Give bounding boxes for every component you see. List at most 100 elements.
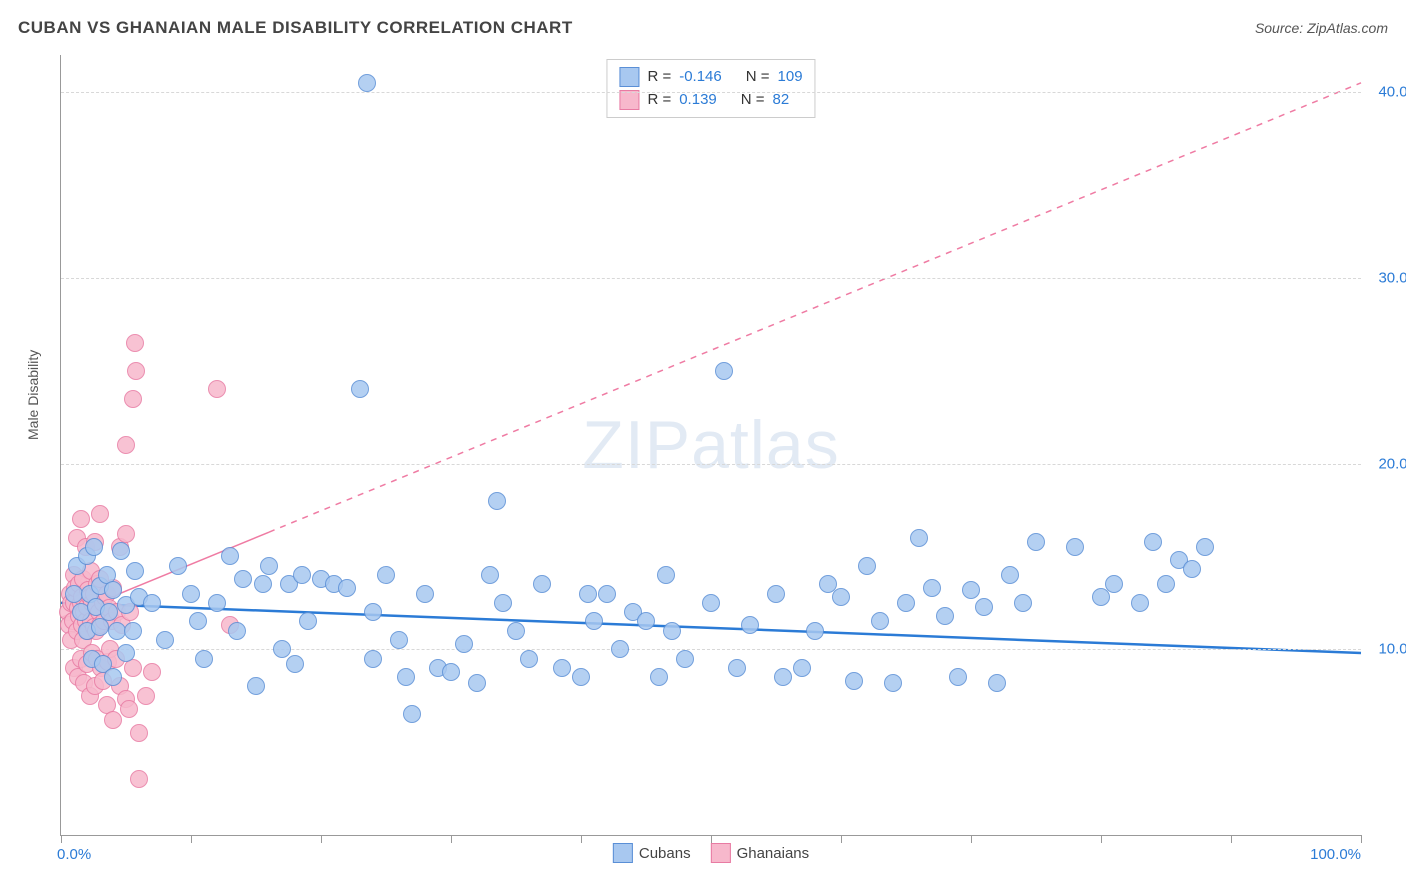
gridline bbox=[61, 92, 1361, 93]
gridline bbox=[61, 278, 1361, 279]
scatter-point-cubans bbox=[390, 631, 408, 649]
ytick-label: 30.0% bbox=[1366, 269, 1406, 286]
gridline bbox=[61, 649, 1361, 650]
scatter-point-cubans bbox=[1105, 575, 1123, 593]
scatter-point-cubans bbox=[234, 570, 252, 588]
scatter-point-cubans bbox=[598, 585, 616, 603]
scatter-point-cubans bbox=[910, 529, 928, 547]
chart-title: CUBAN VS GHANAIAN MALE DISABILITY CORREL… bbox=[18, 18, 573, 38]
scatter-point-cubans bbox=[767, 585, 785, 603]
legend-row-cubans: R = -0.146 N = 109 bbox=[619, 66, 802, 89]
scatter-point-cubans bbox=[100, 603, 118, 621]
scatter-point-cubans bbox=[195, 650, 213, 668]
scatter-point-cubans bbox=[1001, 566, 1019, 584]
swatch-ghanaians-bottom bbox=[711, 843, 731, 863]
scatter-point-cubans bbox=[702, 594, 720, 612]
scatter-point-cubans bbox=[364, 603, 382, 621]
chart-header: CUBAN VS GHANAIAN MALE DISABILITY CORREL… bbox=[18, 18, 1388, 38]
scatter-point-cubans bbox=[455, 635, 473, 653]
scatter-point-cubans bbox=[494, 594, 512, 612]
swatch-cubans-bottom bbox=[613, 843, 633, 863]
scatter-point-ghanaians bbox=[124, 390, 142, 408]
scatter-point-cubans bbox=[676, 650, 694, 668]
scatter-point-cubans bbox=[936, 607, 954, 625]
scatter-point-cubans bbox=[364, 650, 382, 668]
xtick bbox=[321, 835, 322, 843]
xtick bbox=[1361, 835, 1362, 843]
trend-line bbox=[269, 83, 1361, 532]
scatter-point-cubans bbox=[806, 622, 824, 640]
xtick-label: 100.0% bbox=[1310, 846, 1361, 863]
scatter-point-cubans bbox=[293, 566, 311, 584]
scatter-point-cubans bbox=[299, 612, 317, 630]
scatter-point-cubans bbox=[657, 566, 675, 584]
legend-item-cubans: Cubans bbox=[613, 843, 691, 863]
scatter-point-cubans bbox=[728, 659, 746, 677]
scatter-point-ghanaians bbox=[91, 505, 109, 523]
scatter-point-cubans bbox=[442, 663, 460, 681]
gridline bbox=[61, 464, 1361, 465]
correlation-legend: R = -0.146 N = 109 R = 0.139 N = 82 bbox=[606, 59, 815, 118]
xtick bbox=[581, 835, 582, 843]
scatter-point-ghanaians bbox=[127, 362, 145, 380]
legend-item-ghanaians: Ghanaians bbox=[711, 843, 810, 863]
scatter-point-cubans bbox=[579, 585, 597, 603]
scatter-point-ghanaians bbox=[143, 663, 161, 681]
scatter-point-cubans bbox=[112, 542, 130, 560]
scatter-point-cubans bbox=[897, 594, 915, 612]
scatter-point-cubans bbox=[358, 74, 376, 92]
scatter-point-ghanaians bbox=[126, 334, 144, 352]
scatter-point-cubans bbox=[1157, 575, 1175, 593]
scatter-point-cubans bbox=[254, 575, 272, 593]
scatter-point-ghanaians bbox=[208, 380, 226, 398]
scatter-point-cubans bbox=[884, 674, 902, 692]
trend-lines-layer bbox=[61, 55, 1361, 835]
scatter-point-cubans bbox=[962, 581, 980, 599]
scatter-point-cubans bbox=[1144, 533, 1162, 551]
scatter-point-cubans bbox=[416, 585, 434, 603]
xtick bbox=[451, 835, 452, 843]
series-legend: Cubans Ghanaians bbox=[613, 843, 809, 863]
scatter-point-cubans bbox=[397, 668, 415, 686]
scatter-point-cubans bbox=[949, 668, 967, 686]
scatter-point-cubans bbox=[169, 557, 187, 575]
scatter-point-cubans bbox=[1014, 594, 1032, 612]
scatter-point-ghanaians bbox=[104, 711, 122, 729]
scatter-point-ghanaians bbox=[72, 510, 90, 528]
xtick bbox=[61, 835, 62, 843]
scatter-point-cubans bbox=[481, 566, 499, 584]
scatter-point-cubans bbox=[403, 705, 421, 723]
scatter-point-cubans bbox=[273, 640, 291, 658]
xtick bbox=[711, 835, 712, 843]
scatter-point-ghanaians bbox=[117, 525, 135, 543]
plot-area: ZIPatlas R = -0.146 N = 109 R = 0.139 N … bbox=[60, 55, 1361, 836]
scatter-point-cubans bbox=[182, 585, 200, 603]
n-label-cubans: N = bbox=[746, 66, 770, 89]
scatter-point-cubans bbox=[468, 674, 486, 692]
ytick-label: 40.0% bbox=[1366, 84, 1406, 101]
legend-label-ghanaians: Ghanaians bbox=[737, 845, 810, 862]
scatter-point-ghanaians bbox=[117, 436, 135, 454]
xtick bbox=[971, 835, 972, 843]
scatter-point-cubans bbox=[637, 612, 655, 630]
source-prefix: Source: bbox=[1255, 20, 1307, 36]
scatter-point-cubans bbox=[124, 622, 142, 640]
scatter-point-cubans bbox=[260, 557, 278, 575]
scatter-point-cubans bbox=[488, 492, 506, 510]
scatter-point-cubans bbox=[988, 674, 1006, 692]
scatter-point-cubans bbox=[793, 659, 811, 677]
scatter-point-cubans bbox=[611, 640, 629, 658]
scatter-point-cubans bbox=[189, 612, 207, 630]
scatter-point-cubans bbox=[715, 362, 733, 380]
scatter-point-ghanaians bbox=[137, 687, 155, 705]
scatter-point-cubans bbox=[104, 668, 122, 686]
scatter-point-cubans bbox=[338, 579, 356, 597]
xtick bbox=[1231, 835, 1232, 843]
swatch-cubans bbox=[619, 67, 639, 87]
scatter-point-cubans bbox=[1196, 538, 1214, 556]
scatter-point-cubans bbox=[228, 622, 246, 640]
scatter-point-cubans bbox=[871, 612, 889, 630]
scatter-point-cubans bbox=[286, 655, 304, 673]
xtick bbox=[841, 835, 842, 843]
source-name: ZipAtlas.com bbox=[1307, 20, 1388, 36]
